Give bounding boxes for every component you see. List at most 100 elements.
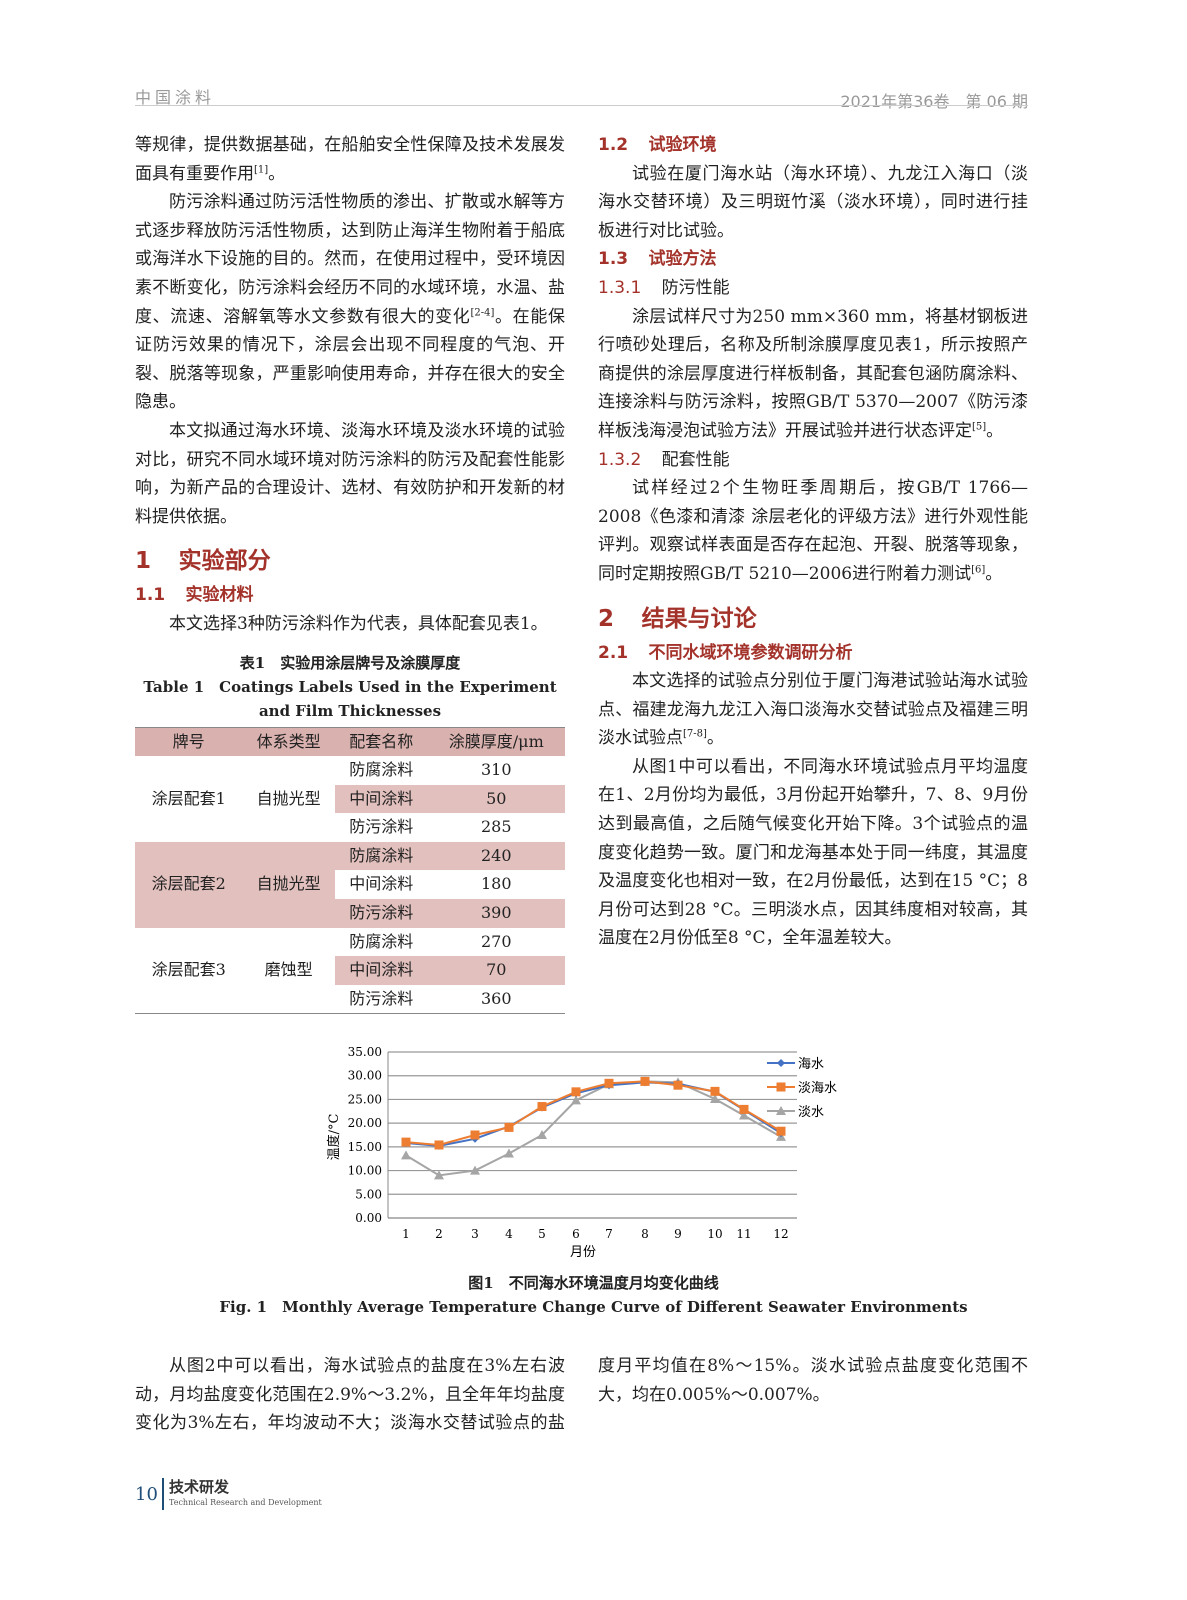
table-row: 中间涂料 180 bbox=[135, 870, 565, 899]
cell-type: 磨蚀型 bbox=[264, 960, 313, 980]
y-tick-label: 15.00 bbox=[348, 1140, 382, 1154]
table-row: 防污涂料 360 bbox=[135, 985, 565, 1014]
cell-type: 自抛光型 bbox=[242, 841, 335, 928]
paragraph: 防污涂料通过防污活性物质的渗出、扩散或水解等方式逐步释放防污活性物质，达到防止海… bbox=[135, 192, 565, 413]
left-column: 等规律，提供数据基础，在船舶安全性保障及技术发展发面具有重要作用[1]。 防污涂… bbox=[135, 131, 565, 1015]
data-point bbox=[673, 1080, 683, 1090]
cell-coating: 防腐涂料 bbox=[334, 841, 428, 871]
data-point bbox=[710, 1086, 720, 1096]
data-point bbox=[640, 1076, 650, 1086]
cell-label: 涂层配套1 bbox=[151, 788, 226, 808]
x-tick-label: 8 bbox=[641, 1227, 649, 1241]
footer-section: 技术研发 bbox=[169, 1478, 230, 1496]
cell-thickness: 180 bbox=[481, 874, 512, 894]
legend-label: 淡海水 bbox=[798, 1081, 837, 1096]
col-header: 体系类型 bbox=[242, 726, 335, 757]
cell-label: 涂层配套3 bbox=[151, 960, 226, 980]
section-heading: 1 实验部分 bbox=[135, 548, 271, 575]
data-point bbox=[434, 1140, 444, 1150]
subsubsection-heading: 1.3.1 防污性能 bbox=[598, 277, 730, 298]
page-number: 10 bbox=[135, 1484, 158, 1505]
y-tick-label: 30.00 bbox=[348, 1069, 382, 1083]
x-tick-label: 6 bbox=[572, 1227, 580, 1241]
table-caption-cn: 表1 实验用涂层牌号及涂膜厚度 bbox=[239, 653, 461, 672]
cell-coating: 防腐涂料 bbox=[349, 931, 414, 951]
subsection-heading: 1.2 试验环境 bbox=[598, 135, 717, 155]
data-point bbox=[710, 1093, 720, 1103]
data-point bbox=[504, 1148, 514, 1158]
x-tick-label: 12 bbox=[773, 1227, 788, 1241]
subsubsection-heading: 1.3.2 配套性能 bbox=[598, 449, 730, 470]
paragraph: 试样经过2个生物旺季周期后，按GB/T 1766—2008《色漆和清漆 涂层老化… bbox=[598, 478, 1028, 584]
x-tick-label: 2 bbox=[435, 1227, 443, 1241]
figure-caption-cn: 图1 不同海水环境温度月均变化曲线 bbox=[468, 1274, 719, 1292]
paragraph: 本文拟通过海水环境、淡海水环境及淡水环境的试验对比，研究不同水域环境对防污涂料的… bbox=[135, 420, 565, 527]
cell-coating: 中间涂料 bbox=[349, 874, 414, 894]
series-line-淡海水 bbox=[405, 1080, 782, 1146]
cell-type: 自抛光型 bbox=[256, 788, 321, 808]
data-point bbox=[504, 1122, 514, 1132]
table-row: 防污涂料 285 bbox=[135, 813, 565, 842]
col-header: 配套名称 bbox=[334, 726, 428, 757]
x-tick-label: 5 bbox=[538, 1227, 546, 1241]
cell-thickness: 50 bbox=[427, 784, 565, 814]
cell-coating: 防污涂料 bbox=[349, 817, 414, 837]
data-point bbox=[776, 1126, 786, 1136]
paragraph: 试验在厦门海水站（海水环境）、九龙江入海口（淡海水交替环境）及三明斑竹溪（淡水环… bbox=[598, 163, 1028, 241]
data-point bbox=[739, 1104, 749, 1114]
y-tick-label: 20.00 bbox=[348, 1116, 382, 1130]
footer-divider bbox=[162, 1478, 164, 1510]
x-axis-label: 月份 bbox=[570, 1245, 596, 1260]
header-divider bbox=[135, 105, 1028, 106]
paragraph: 等规律，提供数据基础，在船舶安全性保障及技术发展发面具有重要作用[1]。 bbox=[135, 135, 565, 184]
journal-name: 中国涂料 bbox=[135, 88, 216, 107]
data-point bbox=[470, 1130, 480, 1140]
x-tick-label: 3 bbox=[471, 1227, 479, 1241]
cell-coating: 中间涂料 bbox=[334, 956, 428, 985]
subsection-heading: 2.1 不同水域环境参数调研分析 bbox=[598, 642, 853, 663]
paragraph: 从图2中可以看出，海水试验点的盐度在3%左右波动，月均盐度变化范围在2.9%～3… bbox=[135, 1356, 1028, 1434]
bottom-text: 从图2中可以看出，海水试验点的盐度在3%左右波动，月均盐度变化范围在2.9%～3… bbox=[135, 1352, 1028, 1442]
cell-thickness: 310 bbox=[481, 760, 512, 780]
series-line-淡水 bbox=[405, 1080, 782, 1177]
paragraph: 涂层试样尺寸为250 mm×360 mm，将基材钢板进行喷砂处理后，名称及所制涂… bbox=[598, 306, 1028, 441]
cell-thickness: 270 bbox=[481, 931, 512, 951]
cell-thickness: 285 bbox=[481, 817, 512, 837]
data-point bbox=[604, 1078, 614, 1088]
y-tick-label: 5.00 bbox=[355, 1187, 382, 1201]
legend-label: 淡水 bbox=[798, 1105, 824, 1120]
cell-thickness: 390 bbox=[427, 899, 565, 928]
table-row: 涂层配套2 自抛光型 防腐涂料 240 bbox=[135, 841, 565, 928]
y-tick-label: 0.00 bbox=[355, 1211, 382, 1225]
cell-coating: 防污涂料 bbox=[334, 899, 428, 928]
footer-section-en: Technical Research and Development bbox=[169, 1498, 322, 1507]
x-tick-label: 11 bbox=[736, 1227, 751, 1241]
y-tick-label: 35.00 bbox=[348, 1045, 382, 1059]
cell-coating: 中间涂料 bbox=[334, 784, 428, 814]
x-tick-label: 10 bbox=[707, 1227, 722, 1241]
figure-caption-en: Fig. 1 Monthly Average Temperature Chang… bbox=[219, 1298, 968, 1316]
x-tick-label: 1 bbox=[402, 1227, 410, 1241]
data-point bbox=[537, 1102, 547, 1112]
table-row: 中间涂料 70 bbox=[135, 956, 565, 985]
subsection-heading: 1.3 试验方法 bbox=[598, 249, 717, 270]
table-caption-en: Table 1 Coatings Labels Used in the Expe… bbox=[143, 677, 557, 720]
data-point bbox=[470, 1165, 480, 1175]
data-point bbox=[571, 1087, 581, 1097]
x-tick-label: 7 bbox=[605, 1227, 613, 1241]
cell-coating: 防污涂料 bbox=[349, 988, 414, 1008]
cell-coating: 防腐涂料 bbox=[349, 760, 414, 780]
section-heading: 2 结果与讨论 bbox=[598, 605, 757, 632]
y-tick-label: 25.00 bbox=[348, 1092, 382, 1106]
right-column: 1.2 试验环境 试验在厦门海水站（海水环境）、九龙江入海口（淡海水交替环境）及三… bbox=[598, 131, 1028, 953]
table-row: 防污涂料 390 bbox=[135, 899, 565, 928]
col-header: 涂膜厚度/μm bbox=[427, 726, 565, 757]
paragraph: 从图1中可以看出，不同海水环境试验点月平均温度在1、2月份均为最低，3月份起开始… bbox=[598, 756, 1028, 949]
table-row: 涂层配套1 自抛光型 防腐涂料 310 bbox=[135, 756, 565, 808]
table-row: 中间涂料 50 bbox=[135, 784, 565, 814]
data-point bbox=[776, 1106, 786, 1115]
data-point bbox=[739, 1110, 749, 1120]
cell-thickness: 360 bbox=[481, 988, 512, 1008]
data-point bbox=[401, 1137, 411, 1147]
